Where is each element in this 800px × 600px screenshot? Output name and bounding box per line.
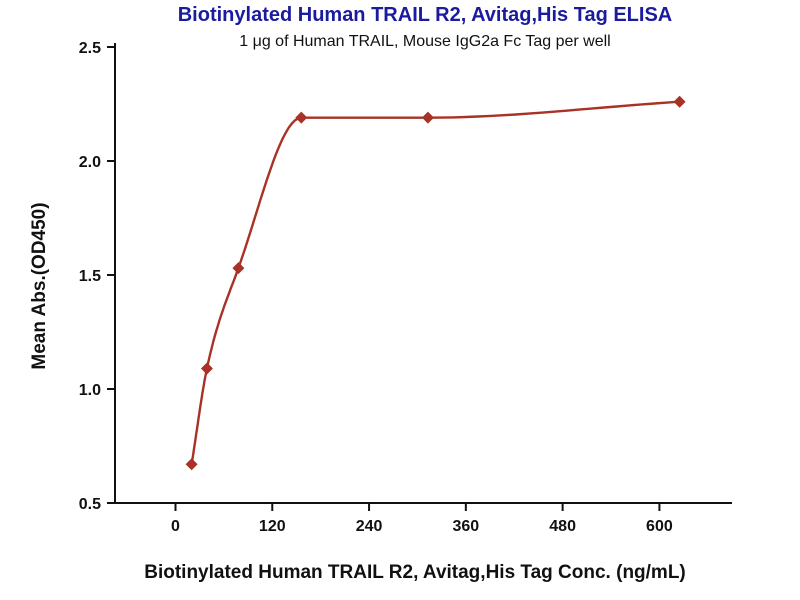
data-point bbox=[200, 362, 213, 375]
x-tick-label: 360 bbox=[452, 518, 479, 535]
data-point bbox=[421, 111, 434, 124]
fit-curve bbox=[190, 100, 680, 465]
y-tick-label: 1.5 bbox=[79, 268, 101, 285]
y-tick-label: 0.5 bbox=[79, 496, 101, 513]
data-point bbox=[673, 95, 686, 108]
x-tick-label: 480 bbox=[549, 518, 576, 535]
x-axis-label: Biotinylated Human TRAIL R2, Avitag,His … bbox=[144, 562, 686, 583]
data-point bbox=[185, 458, 198, 471]
y-tick-label: 2.0 bbox=[79, 154, 101, 171]
y-tick-label: 1.0 bbox=[79, 382, 101, 399]
x-tick-label: 0 bbox=[171, 518, 180, 535]
x-tick-label: 120 bbox=[259, 518, 286, 535]
data-point bbox=[295, 111, 308, 124]
y-tick-label: 2.5 bbox=[79, 40, 101, 57]
chart-subtitle: 1 μg of Human TRAIL, Mouse IgG2a Fc Tag … bbox=[239, 33, 611, 50]
chart-title: Biotinylated Human TRAIL R2, Avitag,His … bbox=[177, 4, 673, 26]
x-tick-label: 240 bbox=[356, 518, 383, 535]
y-axis-label: Mean Abs.(OD450) bbox=[29, 202, 50, 370]
x-tick-label: 600 bbox=[646, 518, 673, 535]
data-point bbox=[232, 262, 245, 275]
